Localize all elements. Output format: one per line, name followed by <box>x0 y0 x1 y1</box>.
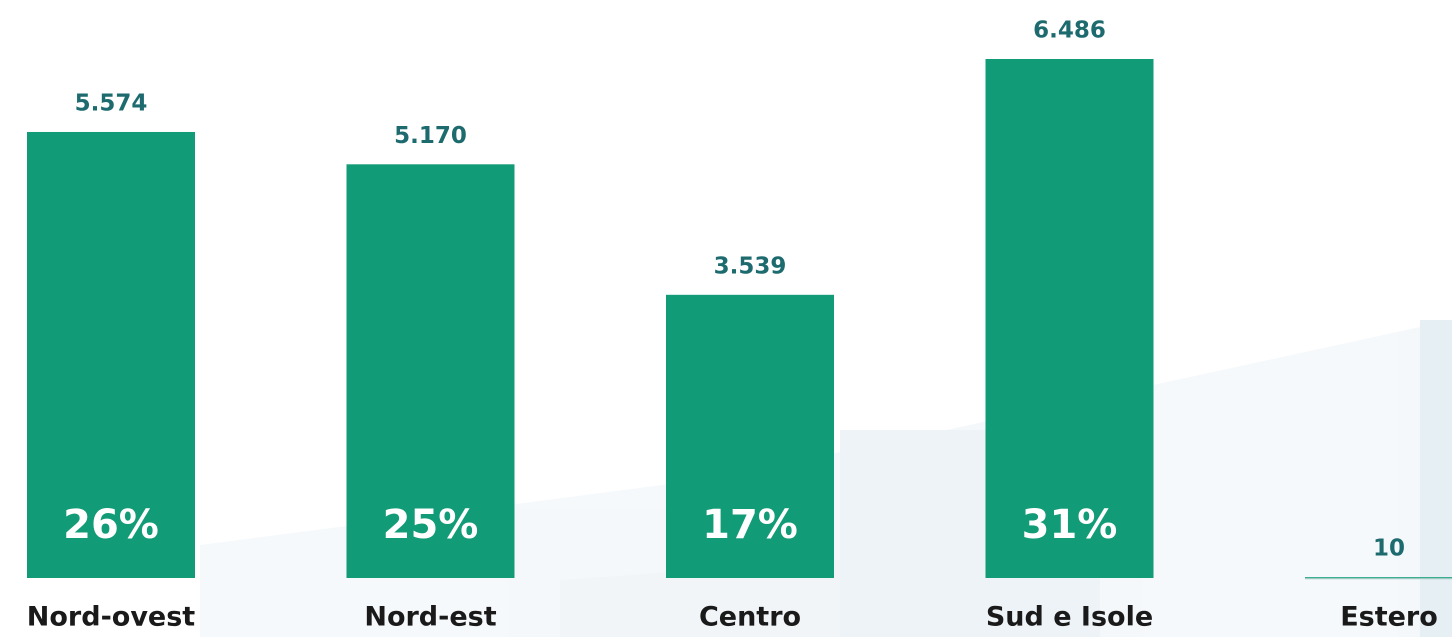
x-tick-label: Centro <box>699 602 801 633</box>
bar <box>985 59 1154 578</box>
value-label: 5.574 <box>75 90 148 116</box>
share-label: 25% <box>383 502 479 548</box>
value-label: 5.170 <box>394 123 467 149</box>
bar <box>27 131 195 578</box>
share-label: 17% <box>702 502 798 548</box>
share-label: 26% <box>63 502 159 548</box>
x-tick-label: Sud e Isole <box>986 602 1153 633</box>
x-tick-label: Nord-ovest <box>27 602 196 633</box>
share-label: 31% <box>1022 502 1118 548</box>
bar <box>346 164 515 578</box>
value-label: 6.486 <box>1033 18 1106 44</box>
bar <box>1305 577 1452 578</box>
value-label: 10 <box>1373 536 1405 562</box>
bar <box>666 294 834 578</box>
x-tick-label: Estero <box>1340 602 1438 633</box>
x-tick-label: Nord-est <box>364 602 496 633</box>
value-label: 3.539 <box>714 253 787 279</box>
